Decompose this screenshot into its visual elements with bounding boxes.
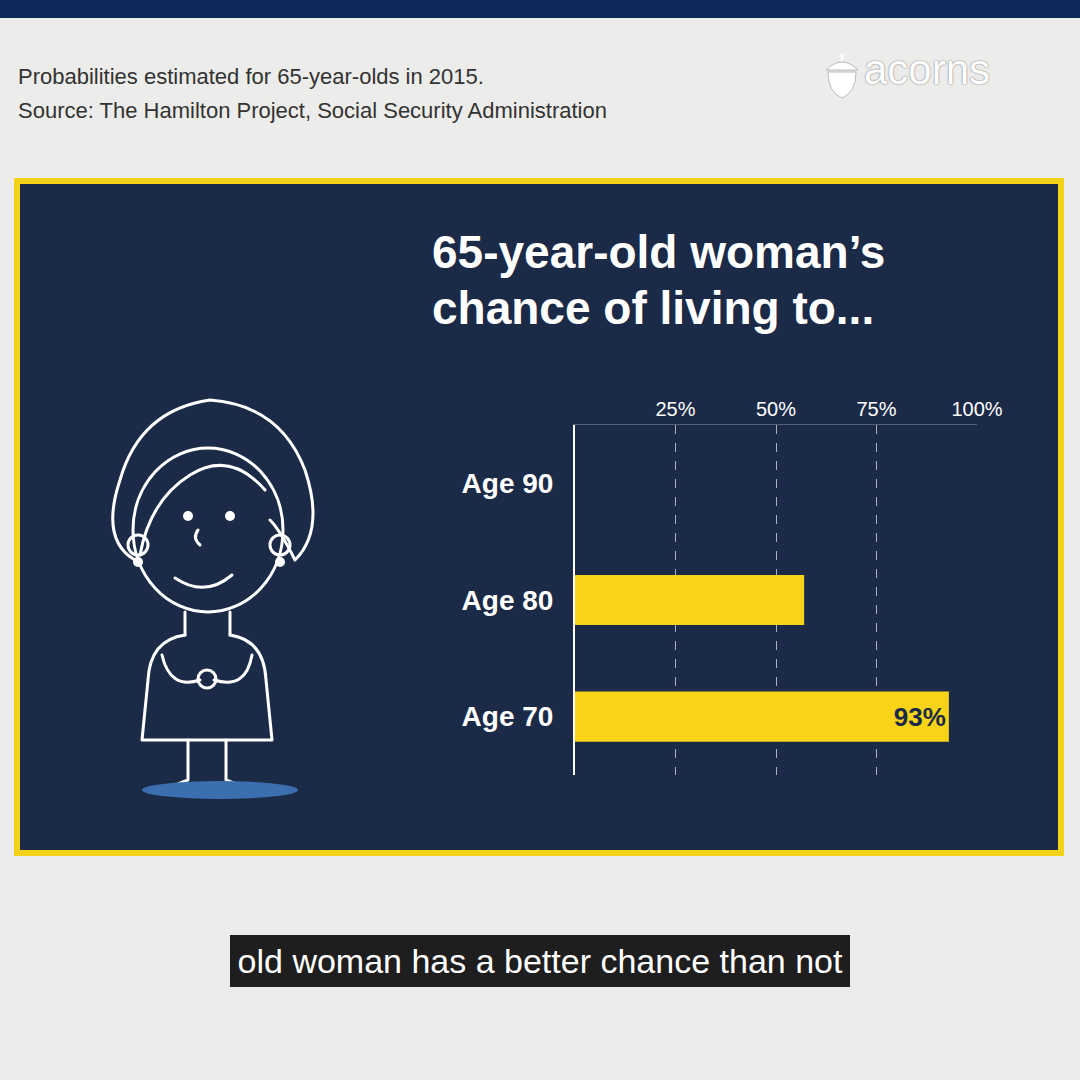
html-text:Source: The Hamilton Project,: Source: The Hamilton Project, Social Sec… [18, 98, 607, 123]
html-text:old woman has a better chance: old woman has a better chance than not [237, 942, 843, 980]
svg-text:Age 70: Age 70 [462, 701, 554, 732]
svg-text:Age 80: Age 80 [462, 585, 554, 616]
svg-text:25%: 25% [655, 398, 695, 420]
svg-text:Age 90: Age 90 [462, 468, 554, 499]
html-text:Probabilities estimated for 65: Probabilities estimated for 65-year-olds… [18, 64, 484, 89]
html-text:acorns: acorns [864, 46, 991, 93]
svg-text:100%: 100% [951, 398, 1002, 420]
html-text:65-year-old woman’s chance of: 65-year-old woman’s chance of living to.… [432, 226, 886, 334]
svg-text:50%: 50% [756, 398, 796, 420]
svg-text:75%: 75% [856, 398, 896, 420]
svg-text:93%: 93% [894, 702, 946, 732]
